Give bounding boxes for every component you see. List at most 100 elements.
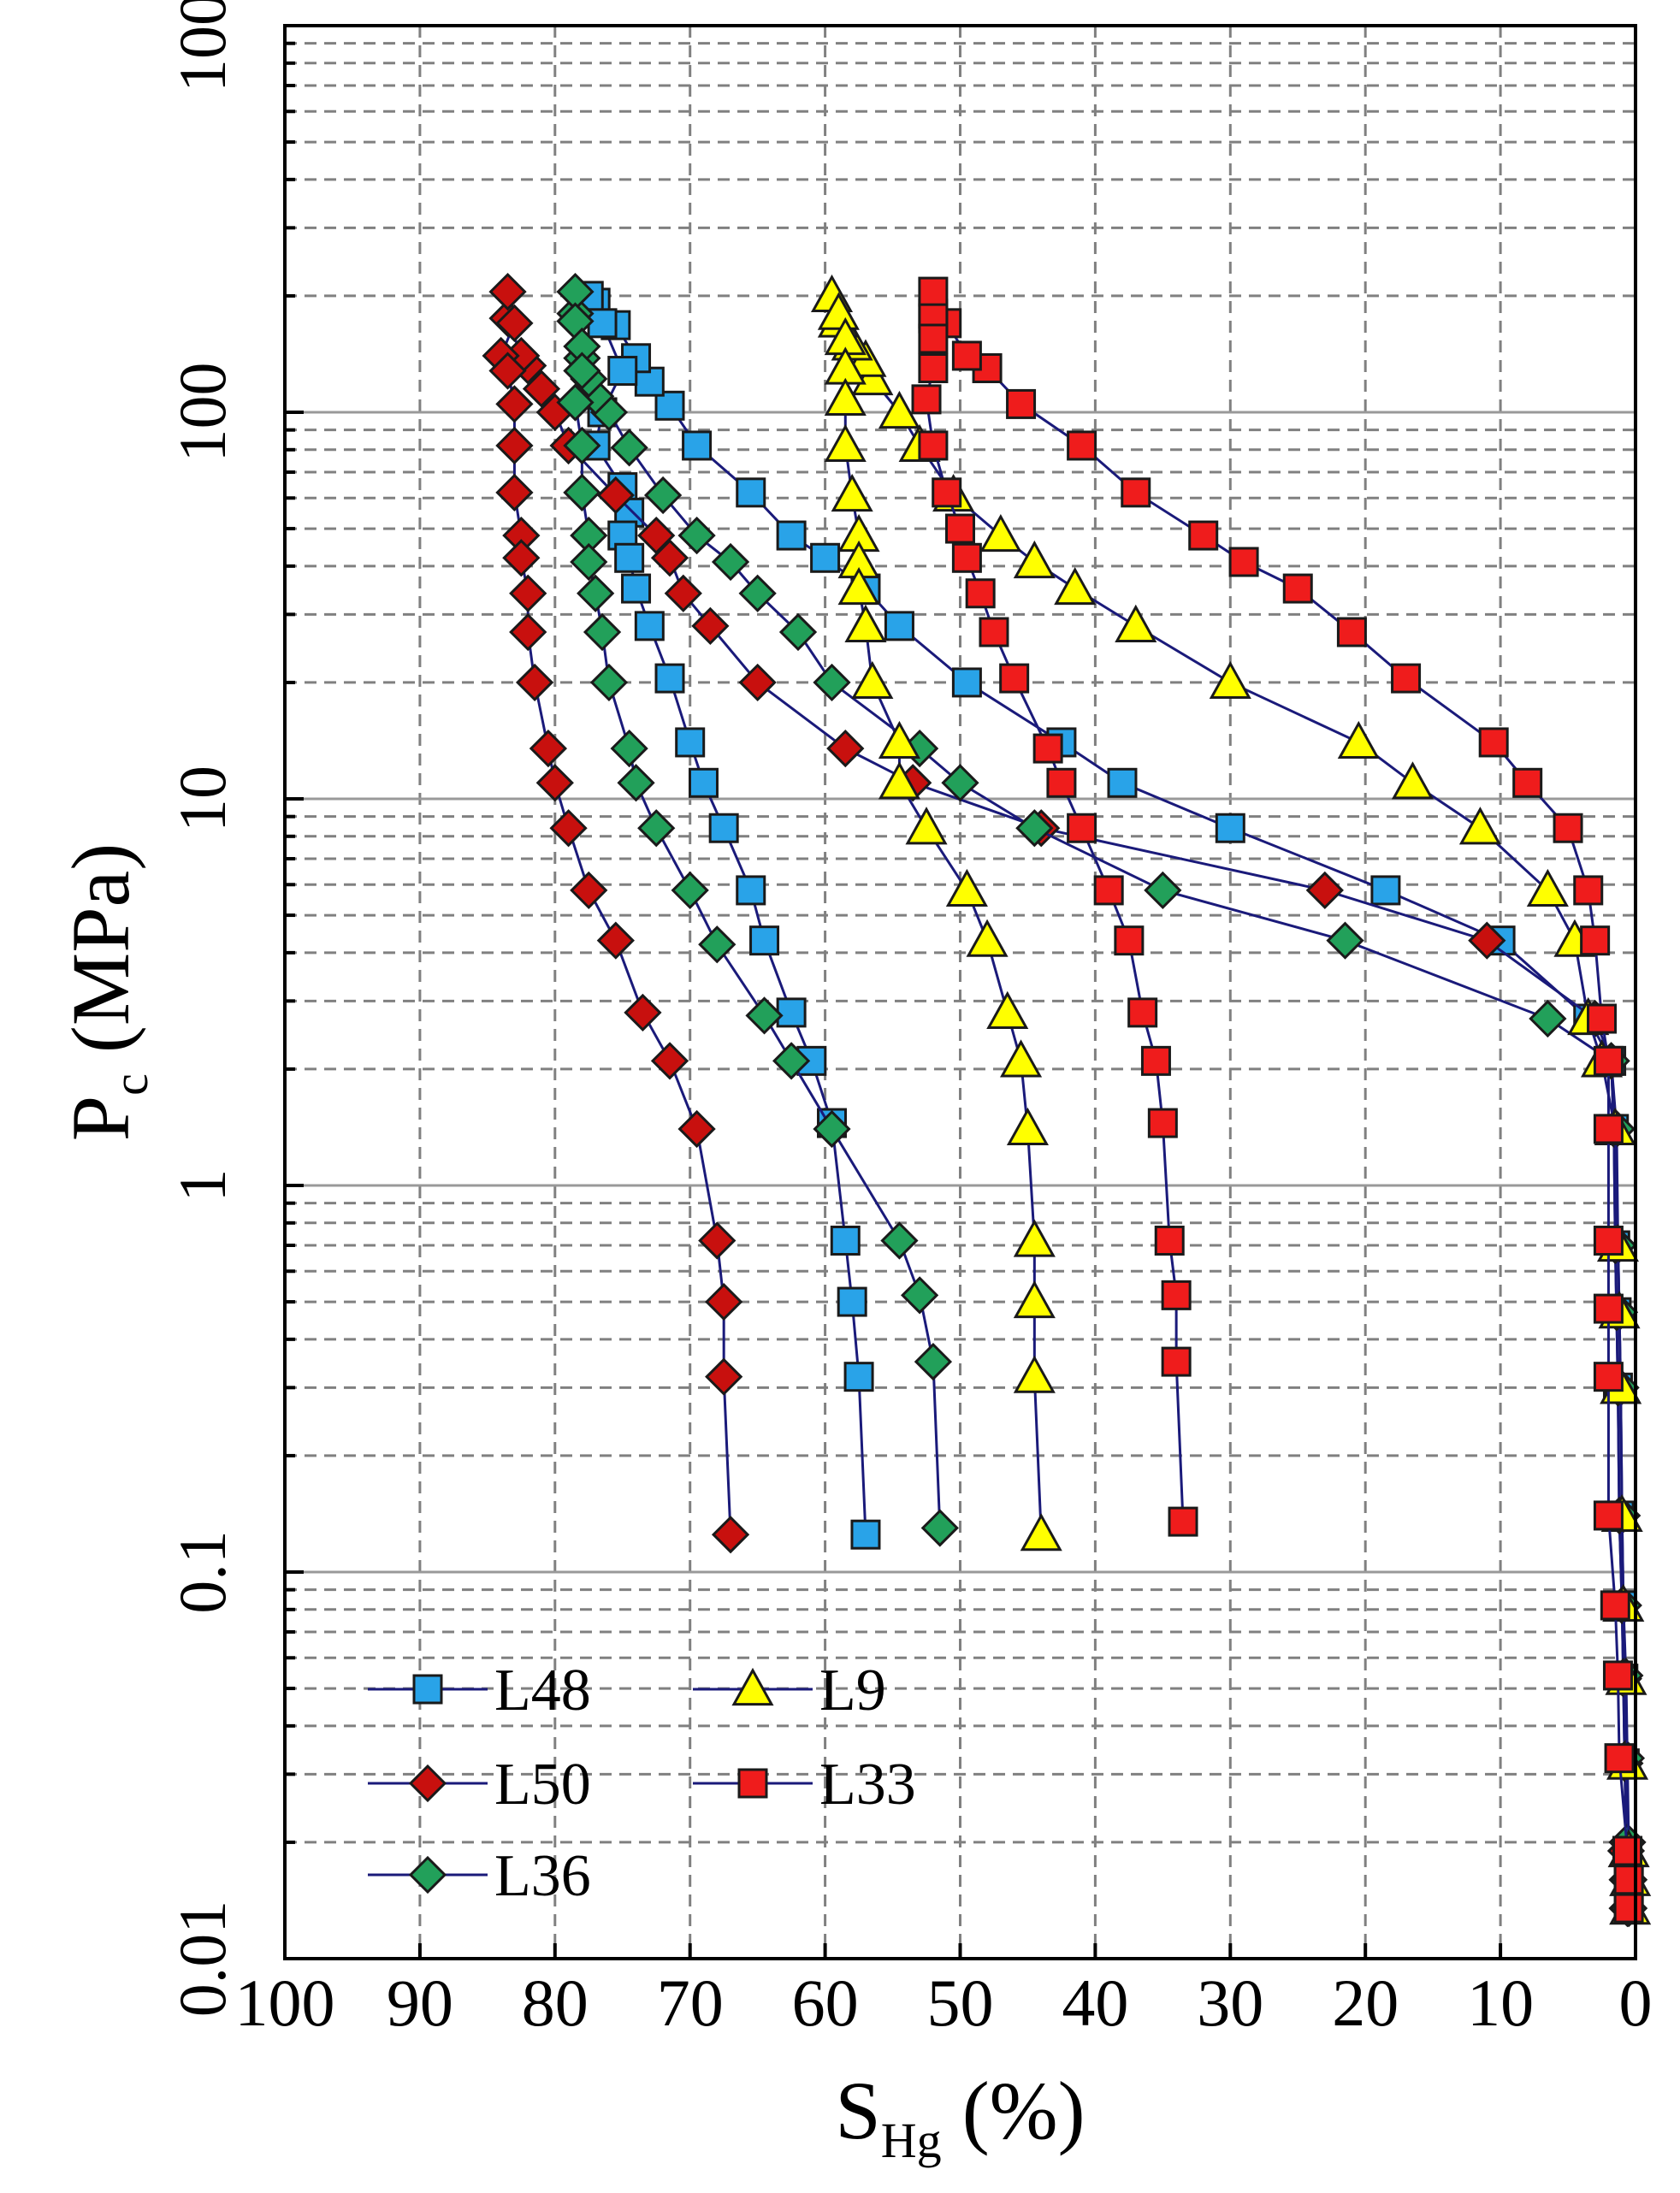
tick-marks — [283, 41, 1637, 1960]
data-point-l33 — [1604, 1743, 1635, 1774]
y-tick-label: 0.1 — [165, 1530, 240, 1614]
data-point-l36 — [920, 1509, 959, 1547]
data-point-l33 — [918, 323, 949, 354]
data-point-l33 — [1282, 573, 1313, 604]
data-point-l36 — [583, 612, 622, 652]
data-point-l50 — [650, 1042, 689, 1080]
data-point-l50 — [738, 663, 777, 702]
data-point-l36 — [637, 809, 676, 848]
data-point-l48 — [621, 573, 652, 604]
data-point-l9 — [979, 513, 1022, 553]
data-point-l9 — [824, 423, 867, 463]
data-point-l33 — [1093, 875, 1124, 906]
data-point-l33 — [1188, 520, 1219, 551]
data-point-l33 — [1228, 547, 1259, 577]
data-point-l9 — [837, 566, 880, 606]
data-point-l50 — [495, 426, 534, 465]
data-point-l33 — [918, 276, 949, 307]
data-point-l33 — [979, 617, 1009, 647]
data-point-l36 — [1529, 999, 1567, 1038]
data-point-l50 — [596, 476, 635, 515]
y-tick-label: 0.01 — [165, 1900, 240, 2018]
data-point-l33 — [1573, 875, 1604, 906]
data-point-l48 — [682, 430, 713, 461]
x-tick-label: 80 — [522, 1965, 589, 2040]
y-tick-label: 100 — [165, 363, 240, 463]
data-point-l33 — [951, 340, 982, 371]
data-point-l50 — [637, 516, 676, 555]
x-tick-label: 40 — [1062, 1965, 1128, 2040]
data-point-l50 — [1468, 921, 1506, 960]
data-point-l9 — [1054, 566, 1097, 606]
data-point-l48 — [736, 477, 766, 508]
legend-label: L9 — [819, 1658, 886, 1723]
data-point-l48 — [884, 611, 914, 641]
data-point-l33 — [951, 542, 982, 573]
data-point-l33 — [1006, 388, 1037, 419]
data-point-l48 — [614, 542, 645, 573]
data-point-l33 — [1593, 1114, 1624, 1144]
data-point-l48 — [607, 356, 638, 387]
data-point-l9 — [844, 604, 887, 642]
x-axis-title: SHg (%) — [835, 2065, 1085, 2168]
data-point-l9 — [878, 761, 920, 800]
data-point-l33 — [1168, 1506, 1198, 1537]
data-point-l33 — [1114, 925, 1145, 956]
data-point-l36 — [711, 542, 750, 582]
data-point-l33 — [1593, 1362, 1624, 1392]
data-point-l48 — [837, 1286, 867, 1317]
data-point-l33 — [1032, 733, 1063, 764]
data-point-l50 — [495, 385, 534, 423]
legend-marker-l36 — [408, 1855, 447, 1894]
data-point-l48 — [850, 1519, 881, 1550]
data-point-l9 — [851, 357, 894, 396]
data-point-l48 — [843, 1362, 874, 1392]
x-tick-label: 90 — [387, 1965, 453, 2040]
data-point-l9 — [1013, 1355, 1056, 1393]
data-point-l48 — [634, 611, 665, 641]
data-point-l33 — [1067, 813, 1097, 843]
legend: L48 L9 L50 L33 L36 — [368, 1658, 916, 1909]
data-point-l36 — [671, 871, 709, 910]
data-point-l9 — [1000, 1039, 1043, 1078]
data-point-l33 — [1161, 1346, 1192, 1377]
data-point-l48 — [708, 813, 739, 843]
legend-item-l33: L33 — [693, 1752, 916, 1818]
legend-item-l48: L48 — [368, 1658, 591, 1723]
data-point-l36 — [570, 542, 608, 582]
data-point-l48 — [951, 667, 982, 698]
data-point-l50 — [677, 1109, 716, 1149]
series-layer — [482, 272, 1652, 1928]
data-point-l33 — [1478, 727, 1509, 758]
data-point-l36 — [577, 574, 615, 612]
data-point-l33 — [945, 513, 975, 544]
data-point-l33 — [1140, 1045, 1171, 1076]
data-point-l36 — [772, 1042, 811, 1080]
legend-item-l9: L9 — [693, 1658, 886, 1723]
legend-label: L33 — [819, 1752, 916, 1818]
data-point-l33 — [1587, 1003, 1618, 1034]
data-point-l36 — [880, 1221, 919, 1260]
data-point-l33 — [1613, 1865, 1644, 1895]
y-tick-label: 10 — [165, 765, 240, 832]
data-point-l9 — [1337, 720, 1380, 760]
data-point-l33 — [1161, 1280, 1192, 1310]
data-point-l36 — [589, 663, 629, 702]
legend-marker-l50 — [408, 1764, 447, 1803]
data-point-l9 — [878, 390, 920, 429]
data-point-l48 — [810, 542, 841, 573]
data-point-l9 — [1391, 761, 1435, 800]
data-point-l36 — [914, 1342, 953, 1381]
data-point-l36 — [745, 996, 784, 1035]
data-point-l36 — [738, 574, 777, 612]
data-point-l50 — [488, 272, 527, 311]
data-point-l48 — [776, 520, 807, 551]
legend-marker-l48 — [412, 1674, 443, 1705]
data-point-l50 — [495, 304, 534, 342]
data-point-l9 — [824, 377, 867, 416]
data-point-l48 — [1107, 767, 1138, 798]
data-point-l48 — [1370, 875, 1401, 906]
data-point-l33 — [1580, 925, 1611, 956]
data-point-l50 — [529, 729, 568, 768]
